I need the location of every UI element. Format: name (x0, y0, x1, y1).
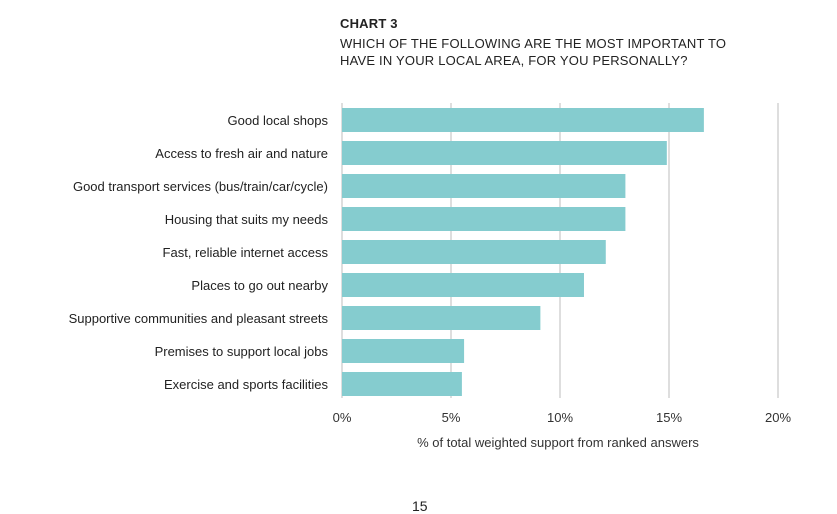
bar (342, 108, 704, 132)
bar (342, 174, 626, 198)
bar (342, 339, 465, 363)
x-tick-label: 5% (442, 410, 461, 425)
category-label: Fast, reliable internet access (163, 245, 329, 260)
bar (342, 273, 584, 297)
x-axis-label: % of total weighted support from ranked … (417, 435, 699, 450)
bar (342, 207, 626, 231)
x-tick-label: 20% (765, 410, 791, 425)
category-label: Supportive communities and pleasant stre… (69, 311, 329, 326)
x-tick-labels: 0% 5% 10% 15% 20% (333, 410, 792, 425)
bar (342, 372, 462, 396)
category-labels: Good local shops Access to fresh air and … (69, 113, 329, 392)
x-tick-label: 0% (333, 410, 352, 425)
category-label: Premises to support local jobs (155, 344, 329, 359)
bars (342, 108, 704, 396)
bar (342, 240, 606, 264)
category-label: Places to go out nearby (191, 278, 328, 293)
category-label: Good transport services (bus/train/car/c… (73, 179, 328, 194)
category-label: Good local shops (228, 113, 329, 128)
category-label: Exercise and sports facilities (164, 377, 329, 392)
chart-title: CHART 3 (340, 16, 398, 31)
page-number: 15 (412, 498, 428, 514)
bar (342, 306, 541, 330)
category-label: Housing that suits my needs (165, 212, 329, 227)
x-tick-label: 15% (656, 410, 682, 425)
category-label: Access to fresh air and nature (155, 146, 328, 161)
chart-subtitle: WHICH OF THE FOLLOWING ARE THE MOST IMPO… (340, 36, 727, 68)
x-tick-label: 10% (547, 410, 573, 425)
bar (342, 141, 667, 165)
